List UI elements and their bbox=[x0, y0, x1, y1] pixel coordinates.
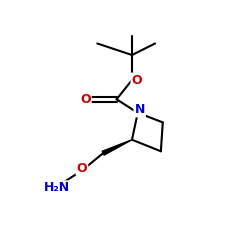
Text: H₂N: H₂N bbox=[44, 181, 70, 194]
Text: O: O bbox=[76, 162, 87, 174]
Text: O: O bbox=[132, 74, 142, 86]
Text: N: N bbox=[134, 104, 145, 117]
Text: O: O bbox=[80, 93, 91, 106]
Polygon shape bbox=[102, 140, 132, 155]
